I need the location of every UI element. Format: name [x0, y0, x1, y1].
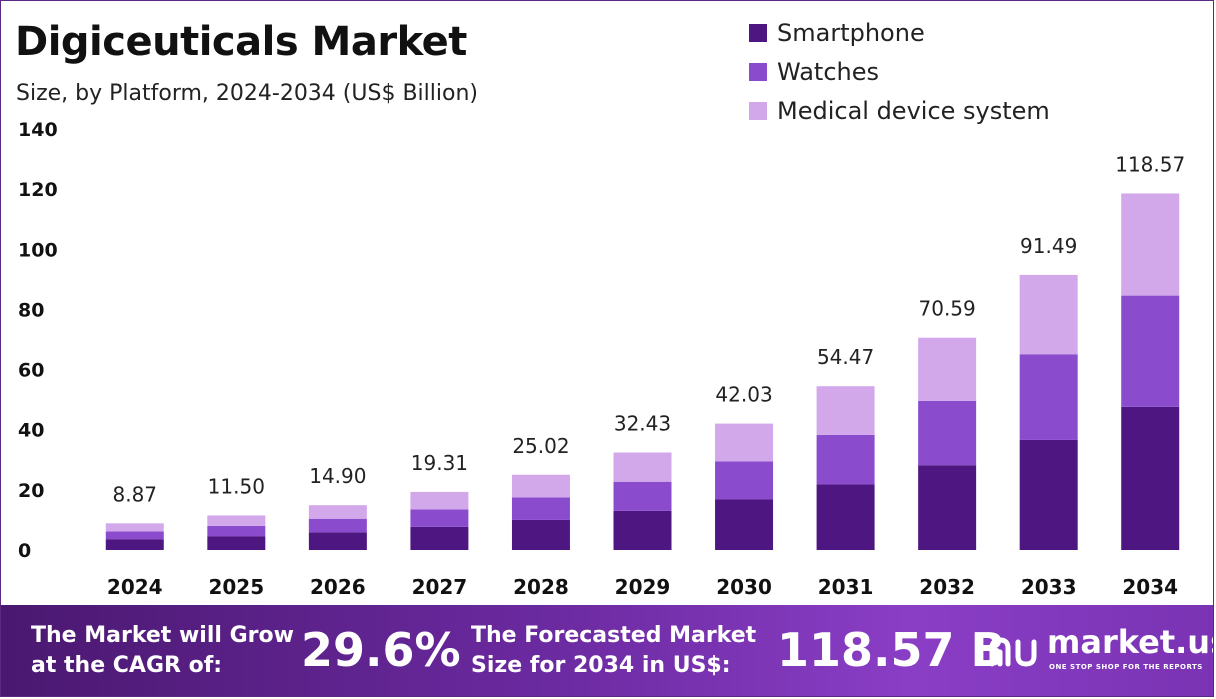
cagr-text-line1: The Market will Grow	[31, 623, 294, 648]
bar-segment-medical-device-system	[410, 491, 469, 510]
bar-segment-watches	[105, 531, 164, 540]
bar-chart-plot: 0 20 40 60 80 100 120 140 8.87 2024 11.50 2025 14.90…	[18, 119, 1185, 599]
legend-item-medical-device-system: Medical device system	[749, 91, 1050, 130]
bar-segment-watches	[918, 400, 977, 466]
x-category-label: 2033	[1021, 575, 1077, 599]
legend-swatch-smartphone	[749, 23, 767, 42]
bar-segment-smartphone	[816, 484, 875, 550]
bar-segment-smartphone	[918, 465, 977, 550]
legend-label-watches: Watches	[777, 57, 879, 86]
legend-item-smartphone: Smartphone	[749, 13, 1050, 52]
x-category-label: 2029	[615, 575, 671, 599]
x-category-label: 2028	[513, 575, 569, 599]
y-tick-label: 80	[18, 299, 44, 321]
forecast-text-line1: The Forecasted Market	[471, 623, 757, 648]
bar-segment-smartphone	[308, 532, 367, 550]
brand-name: market.us	[1047, 623, 1214, 661]
bar-total-label: 14.90	[309, 464, 366, 488]
bar-segment-medical-device-system	[105, 523, 164, 532]
x-category-label: 2032	[919, 575, 975, 599]
bar-segment-smartphone	[410, 526, 469, 550]
x-category-label: 2024	[107, 575, 163, 599]
y-tick-label: 120	[18, 179, 58, 201]
bar-total-label: 19.31	[411, 451, 468, 475]
y-tick-label: 20	[18, 480, 44, 502]
bar-segment-medical-device-system	[715, 423, 774, 462]
chart-subtitle: Size, by Platform, 2024-2034 (US$ Billio…	[16, 81, 478, 106]
bar-total-label: 54.47	[817, 345, 874, 369]
x-category-label: 2026	[310, 575, 366, 599]
bar-segment-watches	[511, 497, 570, 520]
bar-segment-watches	[308, 518, 367, 533]
bar-segment-smartphone	[1019, 439, 1078, 550]
bar-segment-watches	[1121, 295, 1180, 407]
y-tick-label: 40	[18, 420, 44, 442]
bar-total-label: 32.43	[614, 411, 671, 435]
bar-segment-smartphone	[715, 499, 774, 550]
bar-segment-smartphone	[613, 510, 672, 550]
bar-total-label: 42.03	[715, 383, 772, 407]
x-category-label: 2030	[716, 575, 772, 599]
bar-total-label: 118.57	[1115, 152, 1185, 176]
bar-segment-watches	[207, 525, 266, 537]
bar-total-label: 91.49	[1020, 234, 1077, 258]
x-category-label: 2031	[818, 575, 874, 599]
x-category-label: 2025	[208, 575, 264, 599]
bar-total-label: 11.50	[208, 474, 265, 498]
bar-total-label: 25.02	[512, 434, 569, 458]
bar-segment-medical-device-system	[918, 337, 977, 401]
market-us-logo-icon	[989, 637, 1037, 667]
legend-label-smartphone: Smartphone	[777, 18, 925, 47]
bar-segment-watches	[410, 509, 469, 527]
bar-segment-watches	[816, 434, 875, 485]
bar-segment-medical-device-system	[1121, 193, 1180, 296]
bar-segment-watches	[1019, 354, 1078, 440]
legend-item-watches: Watches	[749, 52, 1050, 91]
bar-total-label: 8.87	[113, 482, 158, 506]
y-tick-label: 100	[18, 239, 58, 261]
bar-segment-medical-device-system	[308, 505, 367, 519]
chart-title: Digiceuticals Market	[15, 19, 467, 65]
bar-segment-watches	[613, 481, 672, 511]
bar-segment-smartphone	[1121, 406, 1180, 550]
forecast-text-line2: Size for 2034 in US$:	[471, 653, 731, 678]
bar-segment-medical-device-system	[511, 474, 570, 498]
x-category-label: 2027	[412, 575, 468, 599]
bar-segment-medical-device-system	[613, 452, 672, 482]
y-tick-label: 60	[18, 360, 44, 382]
bar-segment-smartphone	[511, 519, 570, 550]
bar-segment-smartphone	[105, 539, 164, 550]
legend-label-medical-device-system: Medical device system	[777, 96, 1050, 125]
brand-tagline: ONE STOP SHOP FOR THE REPORTS	[1049, 663, 1203, 671]
legend-swatch-watches	[749, 62, 767, 81]
forecast-value: 118.57 B	[777, 623, 1006, 677]
y-tick-label: 0	[18, 540, 31, 562]
bar-total-label: 70.59	[919, 297, 976, 321]
bar-segment-medical-device-system	[1019, 274, 1078, 355]
bar-segment-watches	[715, 461, 774, 500]
bar-segment-smartphone	[207, 536, 266, 550]
x-category-label: 2034	[1122, 575, 1178, 599]
legend-swatch-medical-device-system	[749, 101, 767, 120]
bar-segment-medical-device-system	[816, 386, 875, 435]
cagr-text-line2: at the CAGR of:	[31, 653, 223, 678]
cagr-value: 29.6%	[301, 623, 461, 677]
legend: Smartphone Watches Medical device system	[749, 13, 1050, 130]
bar-segment-medical-device-system	[207, 515, 266, 526]
footer-banner: The Market will Grow at the CAGR of: 29.…	[1, 605, 1214, 696]
y-tick-label: 140	[18, 119, 58, 141]
